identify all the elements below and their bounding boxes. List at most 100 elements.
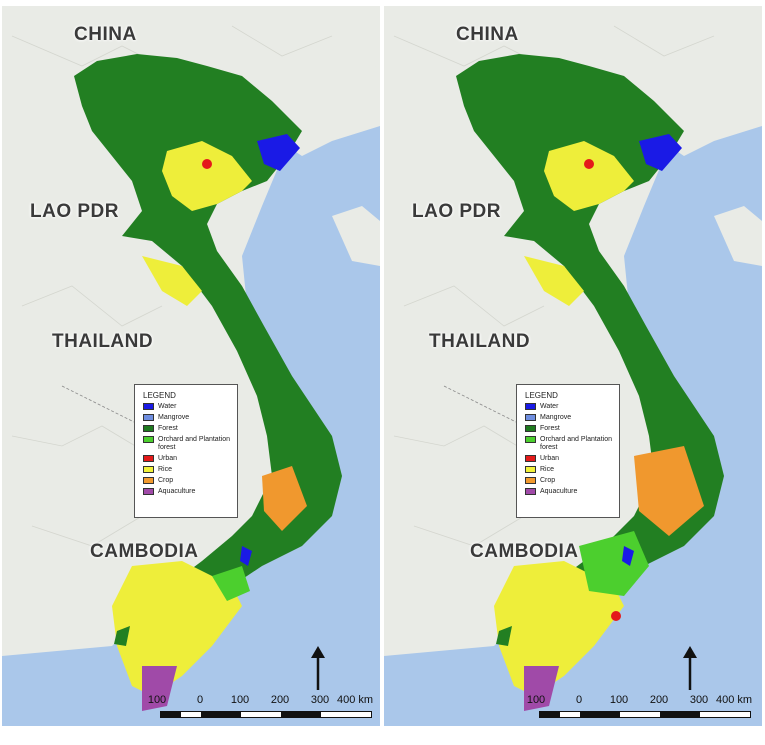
- legend-swatch: [525, 425, 536, 432]
- legend-label: Rice: [540, 466, 555, 473]
- north-arrow-icon: [683, 646, 697, 690]
- legend-item-water: Water: [525, 403, 613, 411]
- legend-label: Aquaculture: [158, 488, 196, 495]
- legend-swatch: [143, 403, 154, 410]
- legend-label: Forest: [158, 425, 178, 432]
- legend-label: Urban: [540, 455, 560, 462]
- phu-quoc-island: [114, 626, 130, 646]
- mekong-delta-rice: [112, 561, 242, 696]
- scale-label: 400 km: [336, 694, 374, 706]
- legend-item-mangrove: Mangrove: [525, 414, 613, 422]
- legend-label: Orchard and Plantation forest: [158, 436, 230, 451]
- map-panel-left: CHINA LAO PDR THAILAND CAMBODIA LEGEND W…: [2, 6, 380, 726]
- legend-item-rice: Rice: [143, 466, 231, 474]
- crop-central-highlands: [634, 446, 704, 536]
- water-dautieng: [240, 546, 252, 566]
- legend-label: Water: [158, 403, 177, 410]
- crop-central-highlands: [262, 466, 307, 531]
- north-central-rice: [524, 256, 584, 306]
- legend-item-water: Water: [143, 403, 231, 411]
- scale-bar: 100 0 100 200 300 400 km: [147, 694, 380, 726]
- road-lines: [393, 25, 715, 547]
- legend-swatch: [143, 455, 154, 462]
- legend-item-crop: Crop: [525, 477, 613, 485]
- legend-label: Aquaculture: [540, 488, 578, 495]
- country-label-cambodia: CAMBODIA: [470, 541, 579, 562]
- legend-item-orchard: Orchard and Plantation forest: [143, 436, 231, 452]
- legend-item-forest: Forest: [143, 425, 231, 433]
- country-label-china: CHINA: [456, 24, 519, 45]
- hainan-island: [714, 206, 762, 266]
- scale-label: 200: [270, 694, 290, 706]
- legend-swatch: [143, 488, 154, 495]
- land-cover-map-left: [2, 6, 380, 726]
- china-coast: [302, 66, 380, 126]
- legend-swatch: [525, 466, 536, 473]
- legend-swatch: [525, 436, 536, 443]
- water-halong: [257, 134, 300, 171]
- legend-item-rice: Rice: [525, 466, 613, 474]
- country-label-thailand: THAILAND: [52, 331, 154, 352]
- aquaculture-camau: [524, 666, 559, 711]
- scale-label: 100: [230, 694, 250, 706]
- scale-label: 100: [526, 694, 546, 706]
- mainland-land: [384, 6, 762, 656]
- legend-label: Urban: [158, 455, 178, 462]
- legend-label: Mangrove: [158, 414, 190, 421]
- legend-swatch: [143, 414, 154, 421]
- scale-label: 0: [196, 694, 204, 706]
- country-label-lao: LAO PDR: [30, 201, 119, 222]
- country-label-china: CHINA: [74, 24, 137, 45]
- mekong-delta-rice: [494, 561, 624, 696]
- orchard-southeast: [212, 566, 250, 601]
- scale-bar-segments: [539, 711, 751, 718]
- legend-label: Crop: [540, 477, 556, 484]
- scale-label: 300: [310, 694, 330, 706]
- legend-swatch: [143, 466, 154, 473]
- legend-swatch: [525, 455, 536, 462]
- legend-item-crop: Crop: [143, 477, 231, 485]
- legend-swatch: [525, 414, 536, 421]
- legend-item-urban: Urban: [525, 455, 613, 463]
- legend-swatch: [143, 425, 154, 432]
- land-cover-map-right: [384, 6, 762, 726]
- orchard-southeast: [579, 531, 649, 596]
- scale-label: 0: [575, 694, 583, 706]
- water-halong: [639, 134, 682, 171]
- china-coast: [684, 66, 762, 126]
- legend-label: Mangrove: [540, 414, 572, 421]
- legend-label: Water: [540, 403, 559, 410]
- water-dautieng: [622, 546, 634, 566]
- country-label-thailand: THAILAND: [429, 331, 531, 352]
- legend-swatch: [143, 436, 154, 443]
- scale-bar-segments: [160, 711, 372, 718]
- north-central-rice: [142, 256, 202, 306]
- scale-label: 100: [147, 694, 167, 706]
- aquaculture-camau: [142, 666, 177, 711]
- mainland-land: [2, 6, 380, 656]
- legend-swatch: [525, 488, 536, 495]
- legend: LEGEND Water Mangrove Forest Orchard and…: [516, 384, 620, 518]
- legend-item-aquaculture: Aquaculture: [525, 488, 613, 496]
- red-river-delta-rice: [544, 141, 634, 211]
- hainan-island: [332, 206, 380, 266]
- country-label-cambodia: CAMBODIA: [90, 541, 199, 562]
- legend-item-urban: Urban: [143, 455, 231, 463]
- legend-item-mangrove: Mangrove: [143, 414, 231, 422]
- legend: LEGEND Water Mangrove Forest Orchard and…: [134, 384, 238, 518]
- urban-area-hanoi: [584, 159, 594, 169]
- scale-label: 300: [689, 694, 709, 706]
- legend-item-orchard: Orchard and Plantation forest: [525, 436, 613, 452]
- scale-label: 400 km: [715, 694, 753, 706]
- urban-area-hcmc: [611, 611, 621, 621]
- north-arrow-icon: [311, 646, 325, 690]
- legend-item-forest: Forest: [525, 425, 613, 433]
- legend-title: LEGEND: [143, 391, 176, 400]
- scale-label: 100: [609, 694, 629, 706]
- legend-label: Crop: [158, 477, 174, 484]
- legend-swatch: [143, 477, 154, 484]
- legend-swatch: [525, 403, 536, 410]
- legend-title: LEGEND: [525, 391, 558, 400]
- map-panel-right: CHINA LAO PDR THAILAND CAMBODIA LEGEND W…: [384, 6, 762, 726]
- country-label-lao: LAO PDR: [412, 201, 501, 222]
